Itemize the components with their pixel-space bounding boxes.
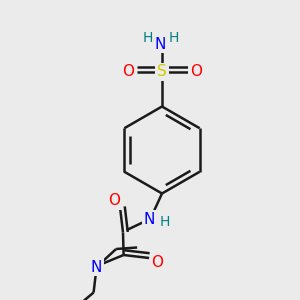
Text: S: S	[157, 64, 167, 80]
Text: H: H	[169, 31, 179, 44]
Text: N: N	[144, 212, 155, 226]
Text: O: O	[190, 64, 202, 80]
Text: H: H	[159, 215, 170, 229]
Text: O: O	[152, 255, 164, 270]
Text: N: N	[155, 37, 166, 52]
Text: O: O	[108, 193, 120, 208]
Text: N: N	[91, 260, 102, 274]
Text: H: H	[142, 31, 153, 44]
Text: O: O	[122, 64, 134, 80]
